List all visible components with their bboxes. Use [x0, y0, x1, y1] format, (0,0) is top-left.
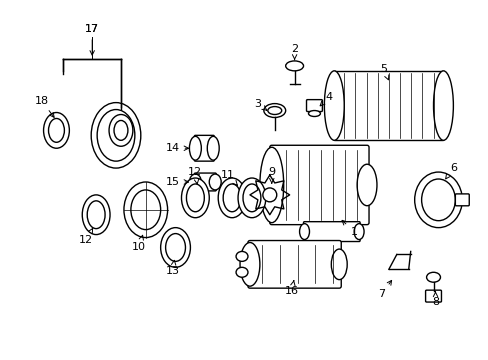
- Text: 4: 4: [320, 92, 332, 106]
- Text: 18: 18: [35, 96, 54, 117]
- Text: 11: 11: [221, 170, 237, 185]
- FancyBboxPatch shape: [194, 135, 214, 161]
- Ellipse shape: [240, 243, 259, 286]
- Ellipse shape: [243, 184, 260, 212]
- Ellipse shape: [236, 251, 247, 261]
- Ellipse shape: [123, 182, 167, 238]
- Ellipse shape: [356, 164, 376, 206]
- FancyBboxPatch shape: [306, 100, 322, 112]
- Ellipse shape: [259, 147, 283, 223]
- Text: 5: 5: [380, 64, 388, 80]
- Ellipse shape: [433, 71, 452, 140]
- Ellipse shape: [421, 179, 454, 221]
- Ellipse shape: [114, 121, 128, 140]
- Ellipse shape: [267, 107, 281, 114]
- FancyBboxPatch shape: [303, 222, 359, 242]
- FancyBboxPatch shape: [247, 240, 341, 288]
- Ellipse shape: [91, 103, 141, 168]
- Ellipse shape: [414, 172, 461, 228]
- Ellipse shape: [97, 109, 135, 161]
- Text: 15: 15: [165, 177, 188, 187]
- Ellipse shape: [207, 136, 219, 160]
- Text: 10: 10: [132, 235, 145, 252]
- Ellipse shape: [236, 267, 247, 277]
- Ellipse shape: [189, 174, 201, 190]
- Ellipse shape: [263, 188, 276, 202]
- Text: 17: 17: [85, 24, 99, 55]
- Text: 14: 14: [165, 143, 188, 153]
- FancyBboxPatch shape: [269, 145, 368, 225]
- Ellipse shape: [43, 113, 69, 148]
- Ellipse shape: [165, 234, 185, 261]
- Ellipse shape: [209, 174, 221, 190]
- Ellipse shape: [181, 178, 209, 218]
- Ellipse shape: [264, 104, 285, 117]
- Ellipse shape: [48, 118, 64, 142]
- Ellipse shape: [218, 178, 245, 218]
- Text: 13: 13: [165, 260, 179, 276]
- Text: 7: 7: [378, 280, 391, 299]
- Ellipse shape: [308, 111, 320, 117]
- Bar: [334, 71, 443, 140]
- FancyBboxPatch shape: [425, 290, 441, 302]
- Text: 12: 12: [188, 167, 202, 184]
- Ellipse shape: [331, 249, 346, 280]
- Ellipse shape: [161, 228, 190, 267]
- Ellipse shape: [299, 224, 309, 239]
- Text: 2: 2: [290, 44, 298, 60]
- Text: 9: 9: [268, 167, 275, 183]
- Text: 12: 12: [79, 229, 93, 244]
- Text: 17: 17: [85, 26, 99, 36]
- Text: 17: 17: [85, 24, 99, 34]
- Ellipse shape: [87, 201, 105, 229]
- Ellipse shape: [223, 184, 241, 212]
- Ellipse shape: [109, 114, 133, 146]
- Text: 3: 3: [254, 99, 266, 110]
- Ellipse shape: [82, 195, 110, 235]
- Ellipse shape: [426, 272, 440, 282]
- Ellipse shape: [189, 136, 201, 160]
- Ellipse shape: [353, 224, 364, 239]
- Ellipse shape: [238, 178, 265, 218]
- Text: 1: 1: [342, 220, 357, 237]
- Text: 6: 6: [445, 163, 456, 179]
- FancyBboxPatch shape: [194, 173, 216, 191]
- FancyBboxPatch shape: [454, 194, 468, 206]
- Ellipse shape: [186, 184, 204, 212]
- Text: 8: 8: [431, 292, 438, 307]
- Ellipse shape: [285, 61, 303, 71]
- Text: 16: 16: [284, 280, 298, 296]
- Ellipse shape: [324, 71, 344, 140]
- Ellipse shape: [131, 190, 161, 230]
